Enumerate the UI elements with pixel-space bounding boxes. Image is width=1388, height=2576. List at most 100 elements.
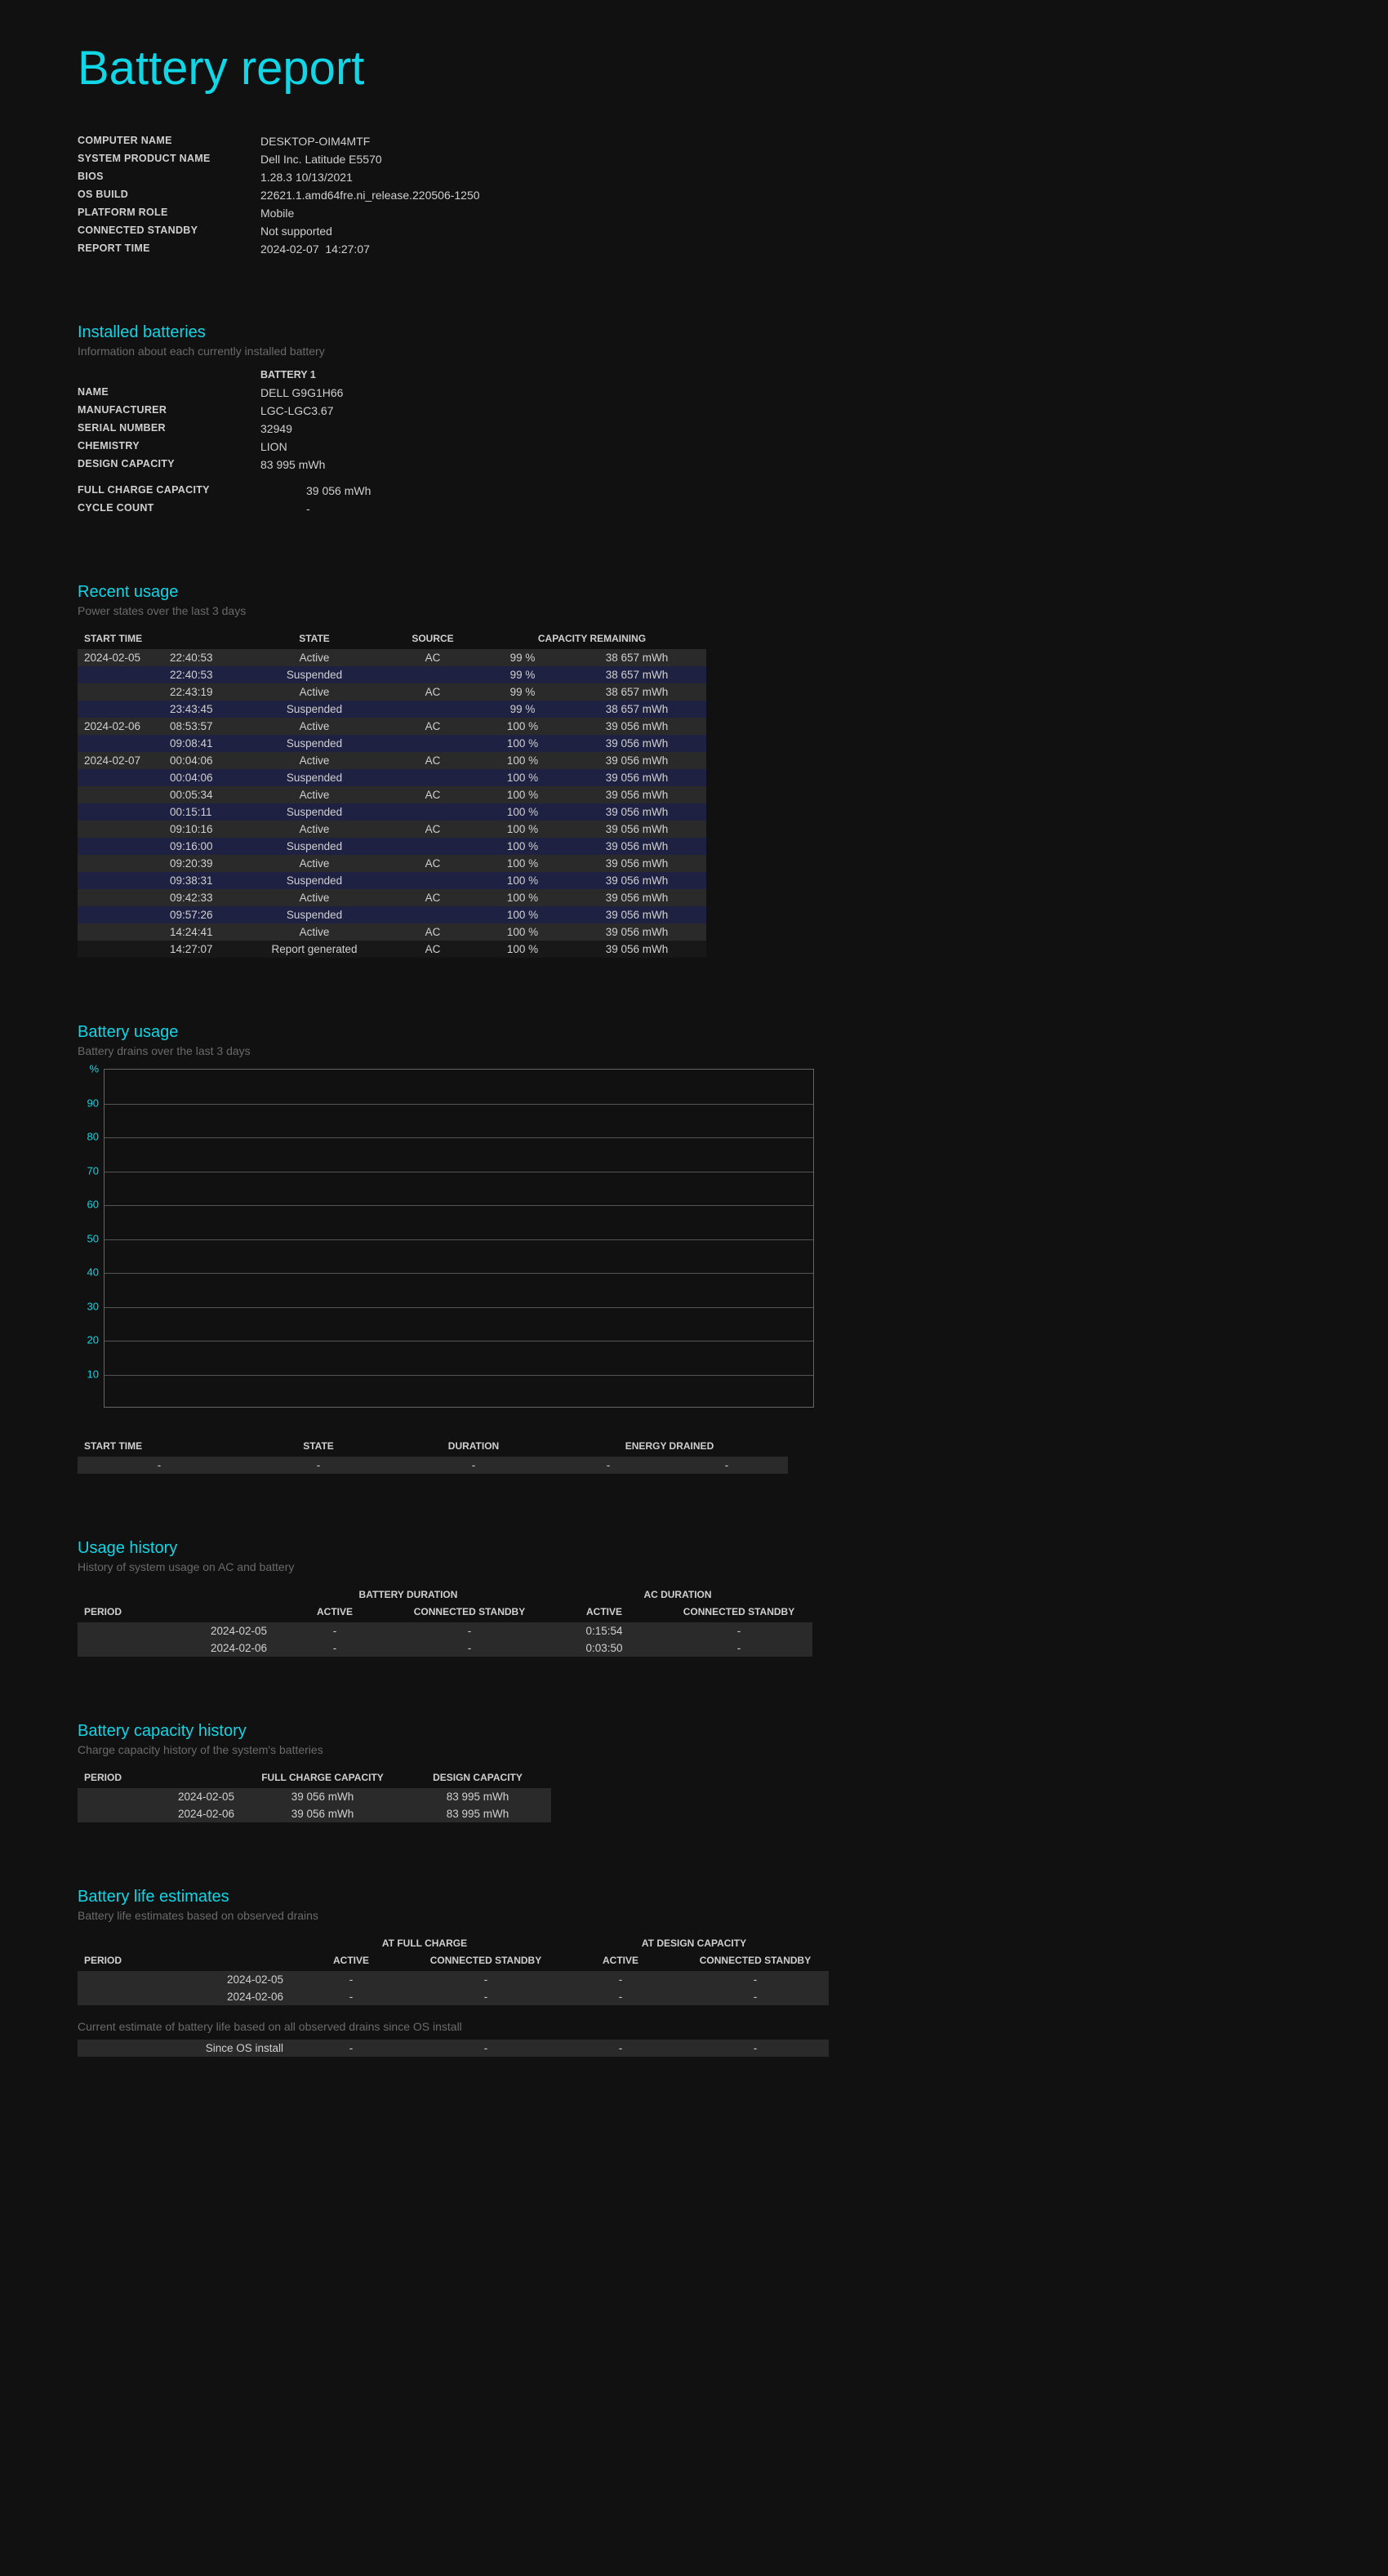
cell: - — [396, 1622, 543, 1639]
value: Not supported — [260, 222, 480, 240]
cell-time: 09:08:41 — [163, 735, 241, 752]
cell-pct: 100 % — [478, 786, 567, 803]
table-row: 09:16:00Suspended100 %39 056 mWh — [78, 838, 706, 855]
design-capacity-group: AT DESIGN CAPACITY — [559, 1933, 829, 1951]
cell-pct: 99 % — [478, 649, 567, 666]
cell: - — [682, 2040, 829, 2057]
life-estimates-section: Battery life estimates Battery life esti… — [78, 1888, 1388, 2057]
cell-date — [78, 683, 163, 701]
section-title: Battery usage — [78, 1023, 1388, 1042]
value: - — [306, 500, 371, 518]
cell: - — [290, 2040, 412, 2057]
cell-mwh: 38 657 mWh — [567, 701, 706, 718]
value: Mobile — [260, 204, 480, 222]
cell-pct: 100 % — [478, 769, 567, 786]
cell: - — [412, 1988, 559, 2005]
cell-time: 09:10:16 — [163, 821, 241, 838]
cell: 0:03:50 — [543, 1639, 665, 1657]
cell: - — [682, 1971, 829, 1988]
key: MANUFACTURER — [78, 402, 260, 420]
cell-date — [78, 786, 163, 803]
gridline — [105, 1375, 813, 1376]
recent-usage-table: START TIME STATE SOURCE CAPACITY REMAINI… — [78, 629, 706, 958]
value: 22621.1.amd64fre.ni_release.220506-1250 — [260, 186, 480, 204]
chart-area — [104, 1069, 814, 1408]
cell-source — [388, 803, 478, 821]
key: COMPUTER NAME — [78, 132, 260, 150]
cell-date: 2024-02-05 — [78, 649, 163, 666]
cell-source: AC — [388, 855, 478, 872]
cell-date — [78, 941, 163, 958]
table-row: 23:43:45Suspended99 %38 657 mWh — [78, 701, 706, 718]
cell-mwh: 38 657 mWh — [567, 666, 706, 683]
table-row: 22:43:19ActiveAC99 %38 657 mWh — [78, 683, 706, 701]
cell-mwh: 38 657 mWh — [567, 649, 706, 666]
cell-pct: 100 % — [478, 923, 567, 941]
kv-row: DESIGN CAPACITY83 995 mWh — [78, 456, 343, 474]
col-ac-active: ACTIVE — [543, 1602, 665, 1622]
chart-yaxis: %908070605040302010 — [78, 1069, 104, 1408]
col-energy: ENERGY DRAINED — [551, 1436, 788, 1457]
table-row: 2024-02-0539 056 mWh83 995 mWh — [78, 1788, 551, 1805]
col-d-active: ACTIVE — [559, 1951, 682, 1971]
ytick-label: 50 — [87, 1232, 99, 1244]
cell-source — [388, 666, 478, 683]
cell-source: AC — [388, 821, 478, 838]
cell: 2024-02-06 — [78, 1988, 290, 2005]
table-row: Since OS install - - - - — [78, 2040, 829, 2057]
table-row: 2024-02-0522:40:53ActiveAC99 %38 657 mWh — [78, 649, 706, 666]
ytick-label: 40 — [87, 1266, 99, 1279]
section-subtitle: Battery life estimates based on observed… — [78, 1909, 1388, 1922]
cell-state: Active — [241, 889, 388, 906]
cell-state: Suspended — [241, 872, 388, 889]
table-row: 00:04:06Suspended100 %39 056 mWh — [78, 769, 706, 786]
cell-pct: 100 % — [478, 906, 567, 923]
cell-date — [78, 701, 163, 718]
kv-row: FULL CHARGE CAPACITY39 056 mWh — [78, 482, 371, 500]
col-cs: CONNECTED STANDBY — [396, 1602, 543, 1622]
col-cs: CONNECTED STANDBY — [412, 1951, 559, 1971]
cell-date — [78, 735, 163, 752]
cell-time: 14:27:07 — [163, 941, 241, 958]
col-start-time: START TIME — [78, 629, 241, 649]
cell-state: Suspended — [241, 803, 388, 821]
value: LGC-LGC3.67 — [260, 402, 343, 420]
cell: - — [412, 2040, 559, 2057]
cell-pct: 100 % — [478, 803, 567, 821]
cell-source — [388, 872, 478, 889]
key: SYSTEM PRODUCT NAME — [78, 150, 260, 168]
section-title: Battery life estimates — [78, 1888, 1388, 1906]
battery-header: BATTERY 1 — [78, 369, 1388, 380]
cell-date — [78, 923, 163, 941]
cell-pct: 100 % — [478, 838, 567, 855]
gridline — [105, 1273, 813, 1274]
section-subtitle: Power states over the last 3 days — [78, 604, 1388, 617]
cell-mwh: 39 056 mWh — [567, 821, 706, 838]
key: PLATFORM ROLE — [78, 204, 260, 222]
kv-row: BIOS1.28.3 10/13/2021 — [78, 168, 480, 186]
section-subtitle: Battery drains over the last 3 days — [78, 1044, 1388, 1057]
kv-row: OS BUILD22621.1.amd64fre.ni_release.2205… — [78, 186, 480, 204]
cell-pct: 99 % — [478, 701, 567, 718]
cell-time: 09:16:00 — [163, 838, 241, 855]
cell-state: Active — [241, 752, 388, 769]
key: DESIGN CAPACITY — [78, 456, 260, 474]
col-capacity: CAPACITY REMAINING — [478, 629, 706, 649]
ytick-label: 60 — [87, 1199, 99, 1211]
cell-pct: 100 % — [478, 855, 567, 872]
cell-date — [78, 889, 163, 906]
cell-source: AC — [388, 941, 478, 958]
cell-pct: 99 % — [478, 666, 567, 683]
gridline — [105, 1205, 813, 1206]
table-row: 00:05:34ActiveAC100 %39 056 mWh — [78, 786, 706, 803]
cell: - — [682, 1988, 829, 2005]
cell-date — [78, 855, 163, 872]
cell-mwh: 39 056 mWh — [567, 786, 706, 803]
cell-source: AC — [388, 683, 478, 701]
cell: 2024-02-05 — [78, 1971, 290, 1988]
col-state: STATE — [241, 1436, 396, 1457]
kv-row: CHEMISTRYLION — [78, 438, 343, 456]
ytick-label: 90 — [87, 1097, 99, 1109]
cell: - — [559, 1971, 682, 1988]
battery-usage-chart: %908070605040302010 — [78, 1069, 1388, 1408]
